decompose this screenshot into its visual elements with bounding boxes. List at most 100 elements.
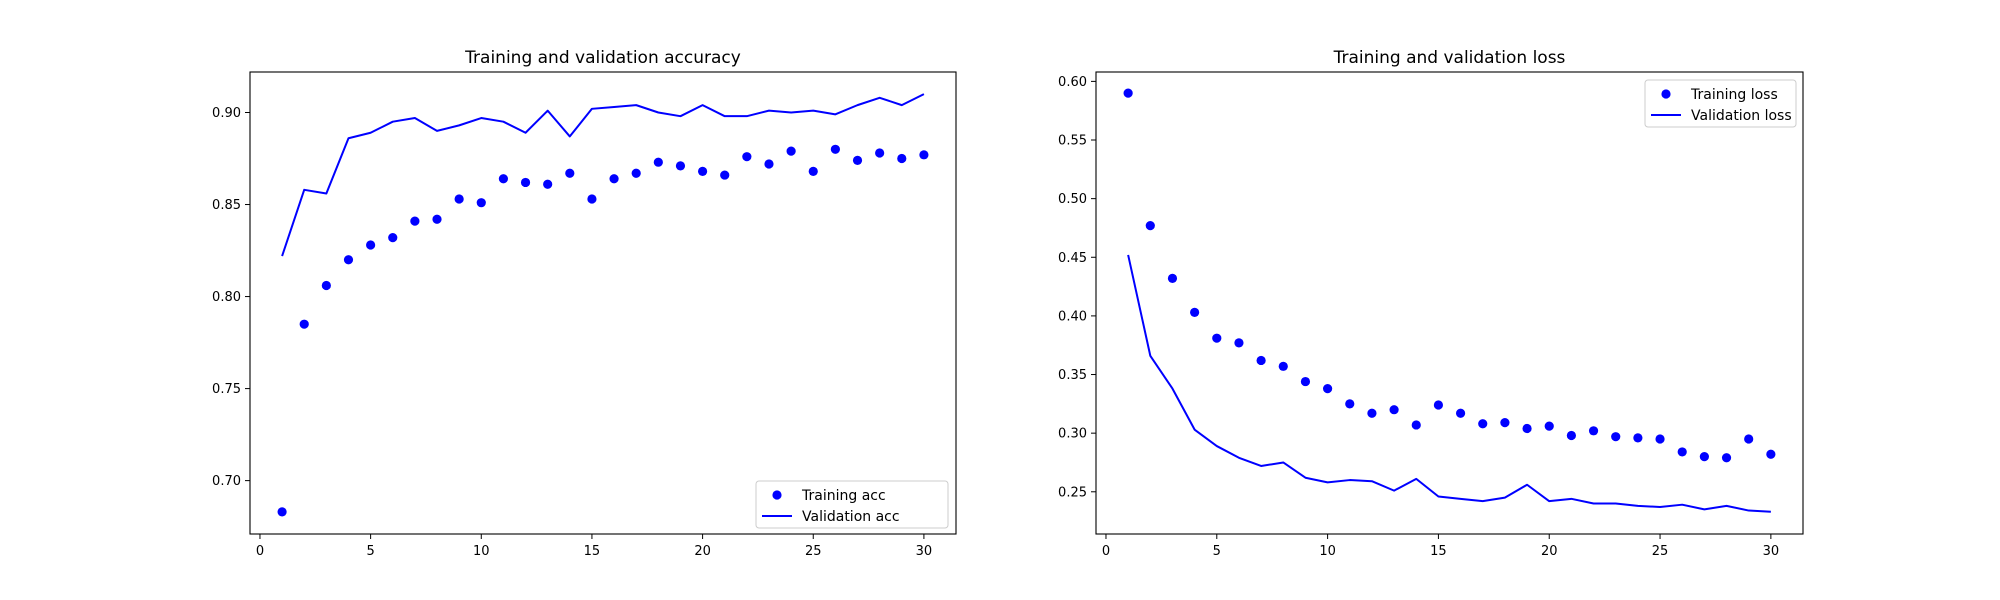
accuracy-y-tick-label: 0.70: [212, 474, 241, 489]
loss-x-tick-label: 25: [1652, 544, 1669, 559]
accuracy-data-point: [520, 177, 531, 188]
loss-y-tick-label: 0.55: [1058, 134, 1087, 149]
loss-data-point: [1300, 376, 1311, 387]
accuracy-data-point: [366, 240, 376, 250]
accuracy-legend-label: Training acc: [801, 488, 886, 504]
accuracy-data-point: [830, 144, 840, 154]
loss-series-training-loss-points: [1123, 88, 1776, 463]
loss-y-tick-label: 0.30: [1058, 427, 1087, 442]
loss-legend-label: Validation loss: [1691, 108, 1792, 124]
loss-legend-box: [1644, 79, 1797, 128]
loss-data-point: [1145, 221, 1155, 231]
loss-data-point: [1611, 432, 1621, 442]
accuracy-data-point: [786, 146, 796, 156]
accuracy-x-tick-label: 5: [366, 544, 374, 559]
loss-data-point: [1588, 426, 1599, 436]
loss-data-point: [1389, 405, 1399, 415]
loss-data-point: [1721, 453, 1732, 463]
accuracy-y-tick-label: 0.85: [212, 198, 241, 213]
loss-y-tick-label: 0.45: [1058, 251, 1087, 266]
accuracy-data-point: [410, 216, 420, 226]
loss-x-tick-label: 5: [1213, 544, 1221, 559]
loss-data-point: [1411, 420, 1421, 430]
loss-data-point: [1323, 383, 1333, 394]
loss-data-point: [1766, 449, 1776, 459]
accuracy-data-point: [919, 150, 929, 160]
accuracy-axes-frame: [249, 71, 957, 535]
loss-y-tick-label: 0.35: [1058, 368, 1087, 383]
accuracy-data-point: [343, 255, 354, 265]
accuracy-data-point: [321, 280, 331, 291]
loss-chart-title: Training and validation loss: [1333, 48, 1566, 68]
loss-data-point: [1677, 447, 1687, 457]
accuracy-data-point: [653, 157, 663, 167]
accuracy-x-tick-label: 25: [805, 544, 822, 559]
loss-data-point: [1433, 400, 1444, 410]
accuracy-y-tick-label: 0.90: [212, 106, 241, 121]
loss-data-point: [1455, 408, 1466, 418]
loss-data-point: [1167, 273, 1178, 283]
loss-data-point: [1478, 419, 1488, 429]
accuracy-legend-label: Validation acc: [802, 509, 900, 525]
accuracy-x-tick-label: 30: [916, 544, 933, 559]
accuracy-data-point: [476, 198, 486, 208]
loss-series-validation-loss-line: [1127, 254, 1771, 513]
accuracy-data-point: [764, 159, 774, 169]
loss-data-point: [1367, 408, 1377, 418]
accuracy-chart: Training and validation accuracy 0 5 10 15 20…: [212, 48, 957, 559]
loss-data-point: [1522, 423, 1532, 434]
loss-data-point: [1633, 433, 1643, 443]
accuracy-x-tick-label: 20: [694, 544, 711, 559]
loss-data-point: [1566, 430, 1576, 441]
accuracy-data-point: [388, 233, 398, 243]
accuracy-data-point: [675, 161, 686, 171]
accuracy-series-training-acc-points: [277, 144, 929, 517]
accuracy-x-tick-label: 10: [473, 544, 490, 559]
accuracy-data-point: [720, 170, 730, 180]
loss-data-point: [1190, 307, 1200, 317]
loss-y-tick-label: 0.40: [1058, 309, 1087, 324]
loss-legend-label: Training loss: [1690, 87, 1778, 103]
accuracy-y-tick-label: 0.80: [212, 290, 241, 305]
loss-y-tick-label: 0.25: [1058, 485, 1087, 500]
loss-data-point: [1744, 434, 1754, 444]
accuracy-data-point: [565, 168, 575, 178]
loss-data-point: [1256, 355, 1266, 366]
accuracy-data-point: [299, 319, 309, 329]
loss-axes-frame: [1095, 71, 1804, 535]
accuracy-legend: Training acc Validation acc: [755, 480, 949, 529]
accuracy-x-tick-label: 15: [584, 544, 601, 559]
accuracy-data-point: [498, 174, 509, 184]
accuracy-data-point: [432, 214, 442, 224]
accuracy-chart-title: Training and validation accuracy: [464, 48, 741, 68]
accuracy-data-point: [454, 194, 464, 204]
loss-y-tick-label: 0.60: [1058, 75, 1087, 90]
accuracy-legend-box: [755, 480, 949, 529]
loss-x-tick-label: 30: [1763, 544, 1780, 559]
accuracy-data-point: [631, 168, 641, 178]
accuracy-data-point: [875, 148, 885, 158]
loss-x-tick-label: 0: [1102, 544, 1110, 559]
loss-x-tick-label: 20: [1541, 544, 1558, 559]
loss-data-point: [1500, 418, 1510, 428]
loss-x-tick-label: 15: [1430, 544, 1447, 559]
loss-data-point: [1699, 452, 1709, 462]
loss-legend: Training loss Validation loss: [1644, 79, 1797, 128]
accuracy-data-point: [808, 166, 818, 176]
accuracy-data-point: [852, 155, 863, 165]
accuracy-x-tick-label: 0: [256, 544, 264, 559]
accuracy-data-point: [742, 152, 752, 162]
loss-data-point: [1234, 338, 1244, 348]
accuracy-data-point: [277, 507, 287, 517]
accuracy-data-point: [587, 194, 597, 204]
loss-legend-marker-points: [1661, 89, 1671, 99]
loss-data-point: [1123, 88, 1133, 98]
loss-data-point: [1345, 399, 1355, 409]
accuracy-series-validation-acc-line: [281, 93, 925, 257]
loss-chart: Training and validation loss 0 5 10 15 20 25 30…: [1058, 48, 1804, 559]
loss-y-tick-label: 0.50: [1058, 192, 1087, 207]
loss-x-tick-label: 10: [1319, 544, 1336, 559]
loss-data-point: [1655, 434, 1665, 444]
loss-data-point: [1212, 333, 1222, 343]
